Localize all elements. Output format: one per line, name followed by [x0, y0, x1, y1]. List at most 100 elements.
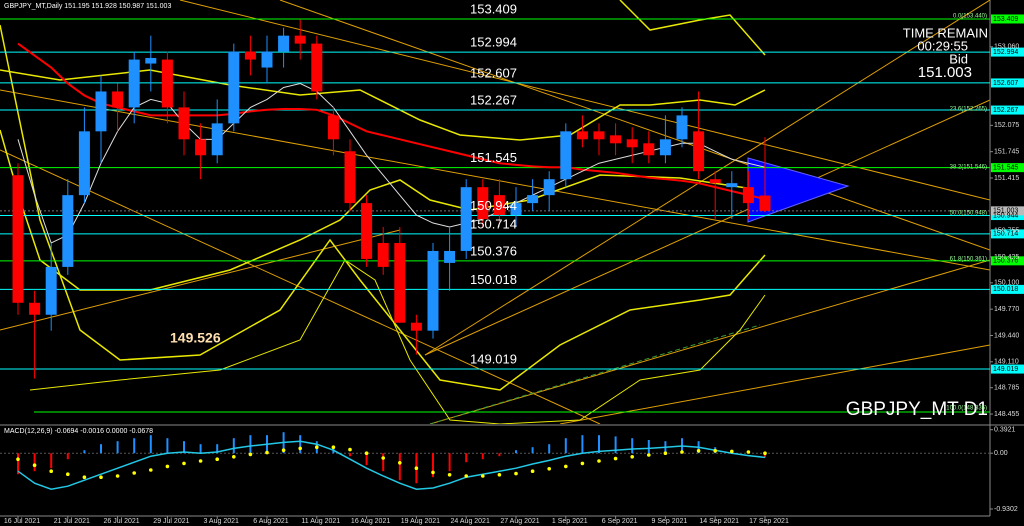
trendline — [424, 0, 990, 356]
x-tick-label: 17 Sep 2021 — [749, 518, 789, 525]
macd-signal-dot — [680, 450, 684, 454]
macd-signal-dot — [298, 446, 303, 451]
macd-signal-dot — [746, 450, 751, 454]
macd-signal-dot — [149, 468, 153, 472]
candle-body — [394, 242, 406, 323]
candle-body — [228, 51, 240, 124]
x-tick-label: 26 Jul 2021 — [103, 518, 139, 525]
level-box-label: 150.018 — [993, 286, 1018, 293]
level-box-label: 150.944 — [993, 212, 1018, 219]
macd-signal-dot — [315, 445, 319, 450]
candle-body — [12, 175, 24, 303]
macd-signal-dot — [481, 474, 485, 478]
trendline — [279, 0, 990, 251]
fib-label: 50.0(150.948) — [950, 211, 987, 217]
y-tick-label: 152.075 — [994, 122, 1019, 129]
bid-box-label: 151.003 — [993, 208, 1018, 215]
y-tick-label: 150.425 — [994, 254, 1019, 261]
macd-signal-dot — [82, 475, 87, 480]
x-tick-label: 16 Aug 2021 — [351, 518, 390, 525]
x-tick-label: 16 Jul 2021 — [4, 518, 40, 525]
candle-body — [444, 250, 456, 263]
candle-body — [377, 242, 389, 267]
x-tick-label: 6 Aug 2021 — [253, 518, 289, 525]
y-tick-label: 149.110 — [994, 359, 1019, 366]
x-tick-label: 3 Aug 2021 — [203, 518, 239, 525]
y-tick-label: 149.440 — [994, 332, 1019, 339]
trendline — [424, 99, 990, 356]
level-label: 152.267 — [470, 92, 517, 107]
level-box — [991, 211, 1024, 221]
macd-signal-dot — [248, 452, 253, 457]
trendline — [0, 89, 990, 271]
candle-body — [112, 91, 124, 108]
candle-body — [659, 139, 671, 156]
level-box — [991, 284, 1024, 294]
macd-signal-dot — [547, 467, 551, 471]
band — [0, 69, 766, 141]
level-label: 150.018 — [470, 272, 517, 287]
fib-label: 0.0(153.440) — [953, 14, 987, 20]
macd-signal-dot — [265, 450, 269, 455]
candle-body — [344, 151, 356, 204]
moving-average — [17, 42, 766, 201]
macd-signal-dot — [398, 461, 402, 465]
macd-signal-dot — [580, 461, 585, 466]
macd-signal-dot — [613, 456, 618, 461]
x-tick-label: 29 Jul 2021 — [153, 518, 189, 525]
level-box-label: 153.409 — [993, 16, 1018, 23]
trendline — [559, 344, 990, 424]
candle-body — [95, 91, 107, 132]
candle-body — [145, 57, 157, 64]
level-box — [991, 163, 1024, 173]
candle-body — [693, 131, 705, 172]
level-box-label: 152.994 — [993, 49, 1018, 56]
level-label: 152.607 — [470, 65, 517, 80]
level-box — [991, 364, 1024, 374]
macd-signal-dot — [431, 470, 435, 475]
level-box-label: 149.019 — [993, 366, 1018, 373]
macd-signal-dot — [713, 449, 717, 453]
candle-body — [62, 195, 74, 267]
macd-line — [17, 440, 766, 490]
fib-label: 61.8(150.361) — [950, 257, 987, 263]
macd-signal-dot — [66, 472, 70, 477]
bid: 151.003 — [918, 64, 972, 81]
x-tick-label: 9 Sep 2021 — [651, 518, 687, 525]
y-tick-label: 153.060 — [994, 44, 1019, 51]
macd-signal-dot — [364, 451, 369, 456]
band — [29, 259, 766, 424]
level-box — [991, 47, 1024, 57]
level-label: 153.409 — [470, 1, 517, 16]
level-label: 152.994 — [470, 35, 517, 50]
candle-body — [211, 123, 223, 156]
candle-body — [195, 139, 207, 156]
macd-signal-dot — [763, 451, 767, 456]
trendline — [429, 259, 990, 424]
macd-signal-dot — [32, 463, 37, 468]
chart-title: GBPJPY_MT,Daily 151.195 151.928 150.987 … — [4, 3, 171, 10]
candle-body — [759, 195, 771, 211]
fib-label: 100.0(148.836) — [946, 406, 987, 412]
macd-signal-dot — [530, 469, 535, 474]
fib-label: 23.6(152.265) — [950, 107, 987, 113]
macd-signal-dot — [647, 453, 651, 457]
macd-signal-dot — [730, 449, 734, 454]
candle-body — [543, 179, 555, 196]
level-box-label: 150.714 — [993, 231, 1018, 238]
y-tick-label: 151.745 — [994, 149, 1019, 156]
band — [619, 0, 766, 56]
candle-body — [510, 203, 522, 216]
candle-body — [643, 143, 655, 156]
level-label: 151.545 — [470, 150, 517, 165]
candle-body — [311, 43, 323, 92]
level-box — [991, 14, 1024, 24]
level-box — [991, 256, 1024, 266]
macd-signal-dot — [497, 473, 502, 477]
watermark: GBPJPY_MT D1 — [846, 399, 988, 420]
candle-body — [626, 139, 638, 148]
candle-body — [460, 187, 472, 251]
level-box-label: 152.267 — [993, 107, 1018, 114]
